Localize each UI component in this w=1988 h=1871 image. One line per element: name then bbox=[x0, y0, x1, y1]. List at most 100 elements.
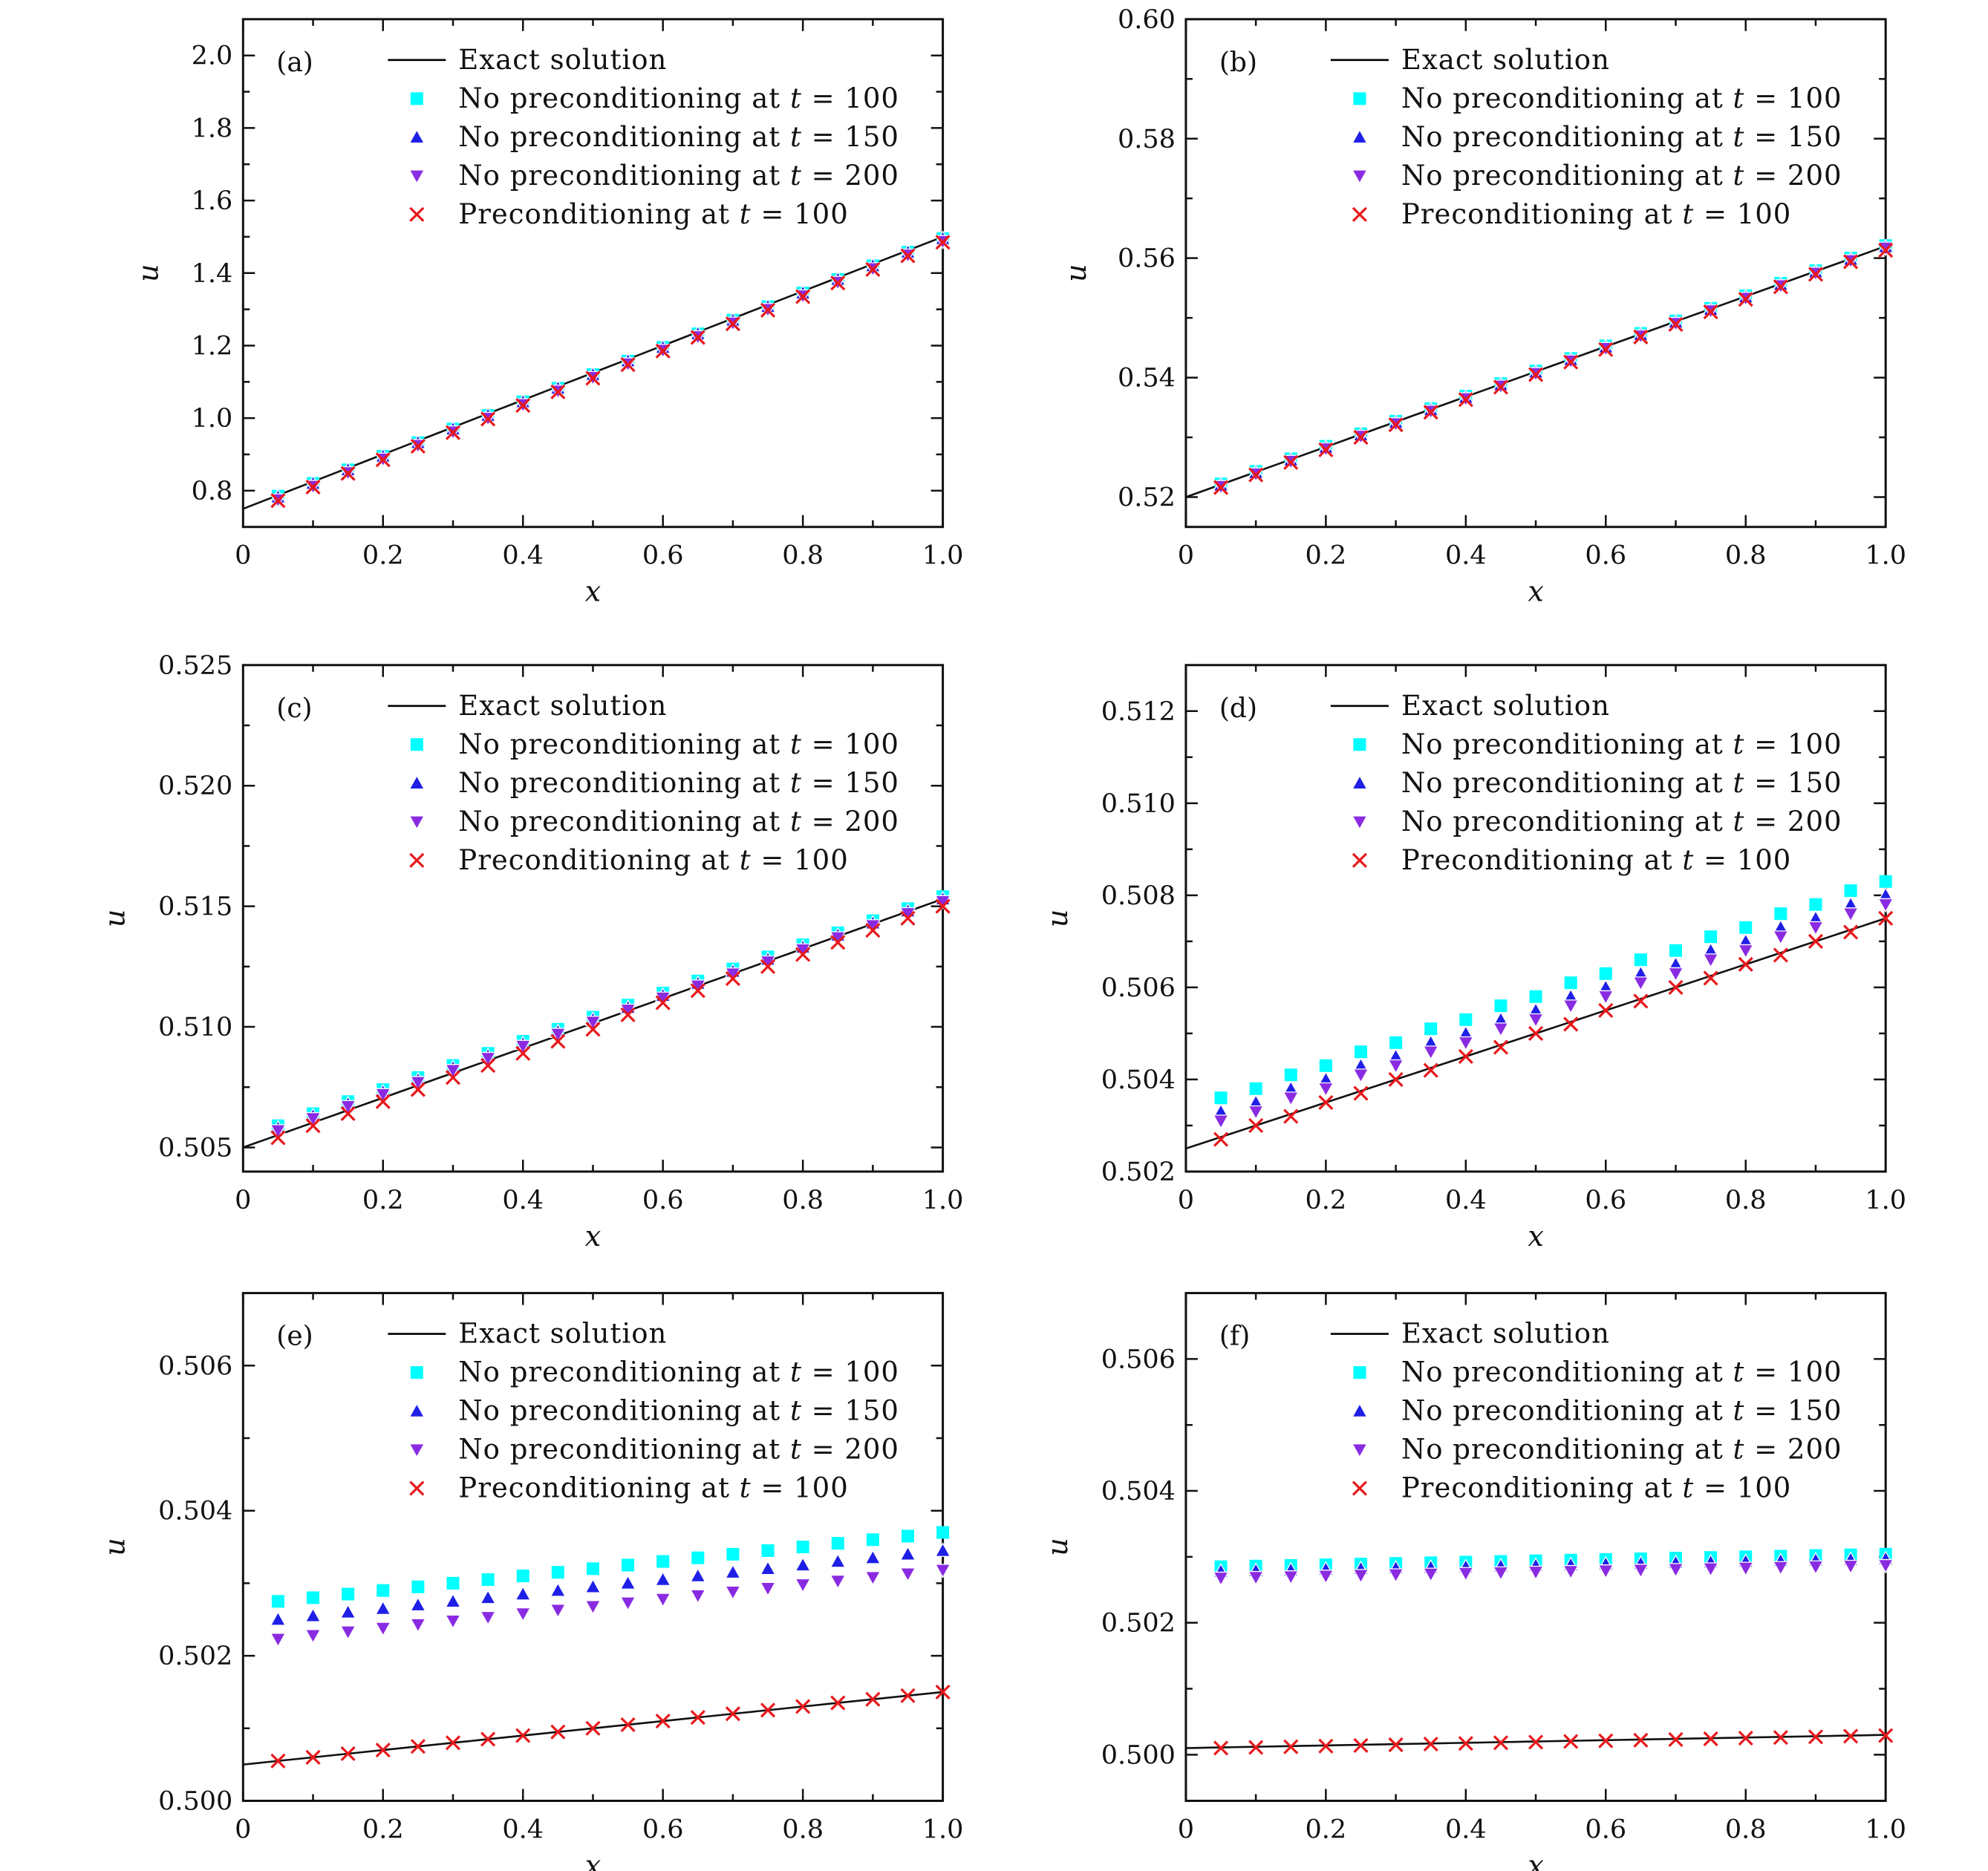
data-point bbox=[1598, 1002, 1614, 1018]
legend-entry-no_precond_t100: No preconditioning at t = 100 bbox=[1353, 82, 1842, 114]
data-point bbox=[1248, 1570, 1265, 1586]
data-point bbox=[690, 330, 705, 345]
legend-marker-swatch bbox=[408, 815, 426, 830]
legend-label: Preconditioning at t = 100 bbox=[458, 198, 848, 230]
data-point bbox=[445, 1593, 461, 1608]
data-point bbox=[445, 1064, 461, 1079]
data-point bbox=[1213, 480, 1229, 495]
data-point bbox=[689, 1567, 706, 1583]
y-tick-label: 1.6 bbox=[192, 186, 233, 216]
data-point bbox=[1529, 990, 1542, 1003]
data-point bbox=[1702, 953, 1719, 968]
data-point bbox=[1283, 1739, 1299, 1754]
data-point bbox=[409, 1596, 426, 1612]
legend-label: No preconditioning at t = 100 bbox=[1401, 728, 1842, 760]
data-point bbox=[1878, 1728, 1894, 1743]
y-tick-label: 0.504 bbox=[158, 1497, 232, 1526]
data-point bbox=[1773, 947, 1788, 963]
y-tick-label: 0.525 bbox=[158, 651, 232, 681]
data-point bbox=[1248, 1117, 1264, 1134]
data-point bbox=[339, 1625, 356, 1640]
data-point bbox=[620, 1007, 636, 1022]
data-point bbox=[1317, 1082, 1334, 1097]
x-tick-label: 0.8 bbox=[782, 1186, 824, 1215]
data-point bbox=[270, 1753, 286, 1769]
legend-marker-swatch bbox=[1352, 1443, 1368, 1458]
data-point bbox=[934, 1542, 951, 1557]
data-point bbox=[1388, 417, 1404, 433]
data-point bbox=[480, 411, 496, 427]
data-point bbox=[1388, 1071, 1404, 1087]
data-point bbox=[1738, 292, 1753, 307]
legend-marker-swatch bbox=[1353, 738, 1366, 751]
y-axis-label: u bbox=[98, 1538, 131, 1555]
legend-label: No preconditioning at t = 150 bbox=[458, 1395, 899, 1427]
data-point bbox=[900, 1688, 916, 1703]
data-point bbox=[1842, 1559, 1859, 1575]
legend: Exact solution No preconditioning at t = … bbox=[1330, 690, 1842, 876]
data-point bbox=[655, 995, 671, 1010]
panel-label: (d) bbox=[1219, 693, 1257, 724]
data-point bbox=[1878, 910, 1894, 926]
data-point bbox=[1703, 970, 1718, 986]
legend-label: No preconditioning at t = 150 bbox=[1401, 1395, 1842, 1427]
data-point bbox=[550, 1034, 566, 1049]
series-no_precond_t150 bbox=[270, 230, 951, 503]
series-precond_t100 bbox=[270, 1684, 951, 1769]
legend: Exact solution No preconditioning at t = … bbox=[388, 690, 899, 876]
data-point bbox=[1528, 1025, 1544, 1041]
y-tick-label: 0.515 bbox=[158, 892, 232, 922]
legend-label: No preconditioning at t = 150 bbox=[458, 121, 899, 153]
data-point bbox=[1563, 1734, 1579, 1749]
data-point bbox=[270, 1633, 287, 1648]
y-axis-label: u bbox=[1041, 910, 1074, 927]
data-point bbox=[1738, 956, 1753, 972]
data-point bbox=[796, 1541, 809, 1554]
series-no_precond_t200 bbox=[270, 1564, 951, 1648]
data-point bbox=[1213, 1571, 1229, 1587]
data-point bbox=[375, 452, 391, 468]
series-no_precond_t200 bbox=[1213, 1558, 1894, 1587]
legend-label: No preconditioning at t = 150 bbox=[458, 767, 899, 799]
legend-entry-precond_t100: Preconditioning at t = 100 bbox=[1352, 1472, 1790, 1504]
legend-entry-exact: Exact solution bbox=[1330, 690, 1609, 722]
data-point bbox=[409, 1076, 426, 1091]
data-point bbox=[1598, 342, 1614, 357]
data-point bbox=[1842, 1728, 1859, 1744]
data-point bbox=[865, 261, 881, 277]
legend-label: No preconditioning at t = 200 bbox=[458, 160, 899, 192]
data-point bbox=[1878, 243, 1894, 258]
legend-label: No preconditioning at t = 100 bbox=[458, 1356, 899, 1388]
data-point bbox=[1633, 993, 1649, 1009]
data-point bbox=[1387, 1568, 1404, 1583]
legend-marker-swatch bbox=[1352, 852, 1367, 868]
legend-entry-no_precond_t200: No preconditioning at t = 200 bbox=[408, 806, 899, 837]
data-point bbox=[1773, 1730, 1788, 1746]
data-point bbox=[550, 1604, 567, 1619]
y-tick-label: 1.0 bbox=[192, 404, 233, 434]
data-point bbox=[1284, 1068, 1297, 1082]
legend-entry-exact: Exact solution bbox=[388, 44, 666, 76]
data-point bbox=[1422, 1567, 1439, 1583]
data-point bbox=[866, 1533, 879, 1547]
data-point bbox=[936, 1526, 950, 1539]
data-point bbox=[1879, 875, 1892, 888]
data-point bbox=[1493, 379, 1509, 395]
data-point bbox=[691, 1551, 705, 1564]
data-point bbox=[307, 1591, 320, 1604]
legend-marker-swatch bbox=[1353, 1366, 1366, 1379]
data-point bbox=[900, 248, 916, 264]
legend-entry-no_precond_t100: No preconditioning at t = 100 bbox=[410, 82, 899, 114]
data-point bbox=[1528, 367, 1544, 382]
legend-entry-no_precond_t150: No preconditioning at t = 150 bbox=[1352, 1395, 1842, 1427]
x-tick-label: 0.8 bbox=[782, 541, 824, 571]
data-point bbox=[375, 1094, 391, 1109]
data-point bbox=[1842, 254, 1859, 270]
y-axis-label: u bbox=[1060, 264, 1092, 282]
series-no_precond_t100 bbox=[1214, 1547, 1892, 1573]
series-precond_t100 bbox=[270, 898, 951, 1146]
data-point bbox=[270, 1130, 286, 1146]
x-tick-label: 0 bbox=[1178, 1815, 1194, 1844]
data-point bbox=[1528, 1734, 1544, 1750]
